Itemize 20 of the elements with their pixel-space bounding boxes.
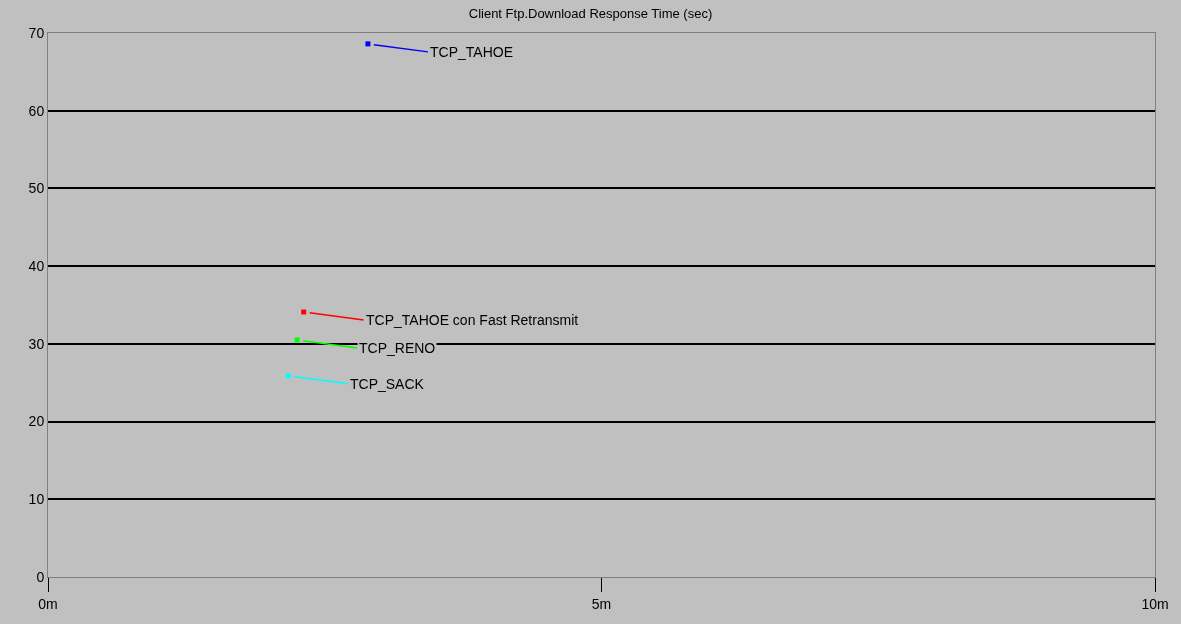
y-tick-label: 60 bbox=[28, 102, 45, 119]
legend-label: TCP_SACK bbox=[350, 376, 425, 392]
point bbox=[301, 309, 307, 315]
point bbox=[365, 41, 371, 47]
y-tick-label: 10 bbox=[28, 491, 45, 508]
y-tick-label: 40 bbox=[28, 258, 45, 275]
y-tick-label: 50 bbox=[28, 180, 45, 197]
y-tick-label: 20 bbox=[28, 413, 45, 430]
legend-label: TCP_RENO bbox=[359, 340, 436, 356]
legend-label: TCP_TAHOE bbox=[430, 44, 513, 60]
y-tick-label: 0 bbox=[36, 568, 45, 585]
point bbox=[285, 373, 291, 379]
x-tick-label: 0m bbox=[38, 595, 58, 612]
x-tick-label: 10m bbox=[1141, 595, 1169, 612]
x-tick-label: 5m bbox=[591, 595, 612, 612]
chart-title: Client Ftp.Download Response Time (sec) bbox=[468, 6, 713, 22]
legend-label: TCP_TAHOE con Fast Retransmit bbox=[366, 312, 579, 328]
y-tick-label: 30 bbox=[28, 335, 45, 352]
y-tick-label: 70 bbox=[28, 24, 45, 41]
point bbox=[294, 337, 300, 343]
